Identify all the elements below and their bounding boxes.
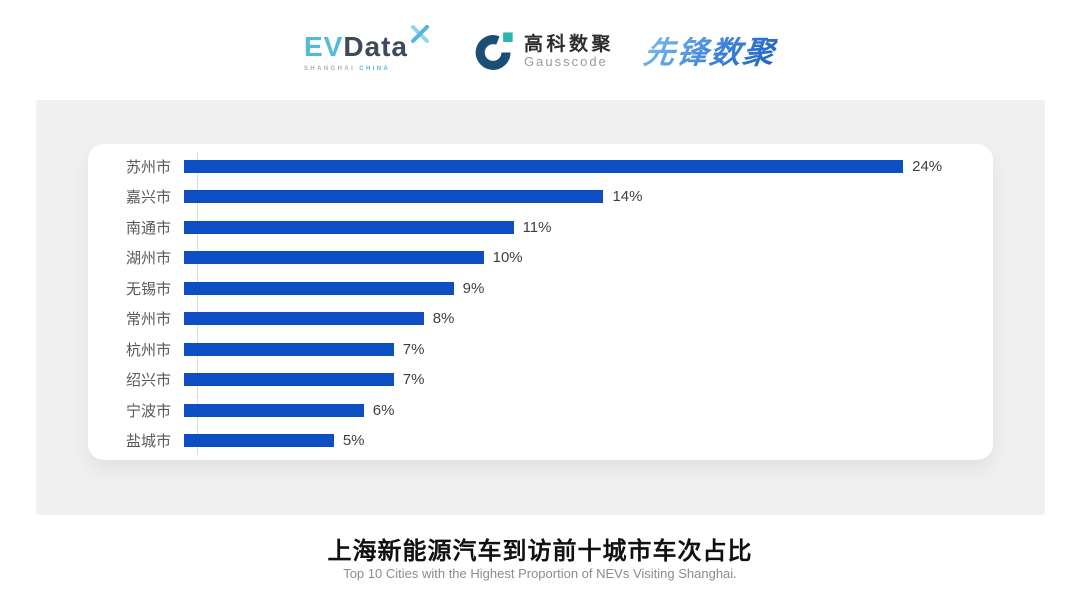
bar-track: 5%	[184, 426, 993, 457]
value-label: 9%	[462, 279, 485, 297]
evdata-subtext: SHANGHAI CHINA	[304, 66, 390, 72]
evdata-data-text: Data	[343, 30, 409, 62]
value-label: 5%	[342, 432, 365, 450]
value-label: 14%	[612, 188, 643, 206]
bar	[184, 159, 904, 173]
bar	[184, 373, 394, 387]
bar-track: 10%	[184, 243, 993, 274]
value-label: 24%	[912, 157, 943, 175]
chart-card: 苏州市 24% 嘉兴市 14% 南通市 11% 湖州市 10% 无锡市 9% 常州市 8% 杭州市 7% 绍…	[88, 144, 993, 460]
x-pinwheel-icon	[411, 24, 430, 43]
chart-row: 盐城市 5%	[88, 426, 993, 457]
category-label: 苏州市	[125, 158, 171, 176]
category-label: 湖州市	[125, 250, 171, 268]
gausscode-logo: 高科数聚 Gausscode	[474, 31, 614, 73]
chart-row: 杭州市 7%	[88, 334, 993, 365]
header: EVData SHANGHAI CHINA 高科数聚 Gausscode 先锋数…	[0, 16, 1080, 88]
bar	[184, 342, 394, 356]
bar	[184, 403, 364, 417]
chart-row: 湖州市 10%	[88, 243, 993, 274]
bar	[184, 190, 604, 204]
chart-row: 绍兴市 7%	[88, 365, 993, 396]
category-label: 绍兴市	[125, 372, 171, 390]
category-label: 南通市	[125, 219, 171, 237]
value-label: 7%	[402, 371, 425, 389]
category-label: 嘉兴市	[125, 189, 171, 207]
chart-row: 无锡市 9%	[88, 273, 993, 304]
g-ring-icon	[475, 32, 513, 70]
chart-row: 苏州市 24%	[88, 151, 993, 182]
bar	[184, 434, 334, 448]
category-label: 常州市	[125, 311, 171, 329]
bar-track: 24%	[184, 151, 993, 182]
chart-row: 宁波市 6%	[88, 395, 993, 426]
value-label: 6%	[372, 401, 395, 419]
category-label: 盐城市	[125, 433, 171, 451]
evdata-wordmark: EVData	[303, 24, 430, 62]
chart-row: 南通市 11%	[88, 212, 993, 243]
evdata-china-text: CHINA	[359, 65, 391, 72]
gausscode-cn-text: 高科数聚	[524, 33, 615, 55]
y-axis-line	[197, 152, 198, 455]
value-label: 10%	[492, 249, 523, 267]
bar-track: 6%	[184, 395, 993, 426]
evdata-ev-text: EV	[303, 30, 344, 62]
value-label: 11%	[522, 218, 552, 236]
chart-row: 嘉兴市 14%	[88, 182, 993, 213]
bar-track: 9%	[184, 273, 993, 304]
chart-rows: 苏州市 24% 嘉兴市 14% 南通市 11% 湖州市 10% 无锡市 9% 常州市 8% 杭州市 7% 绍…	[88, 151, 993, 456]
category-label: 无锡市	[125, 280, 171, 298]
bar-track: 7%	[184, 365, 993, 396]
value-label: 7%	[402, 340, 425, 358]
gausscode-text: 高科数聚 Gausscode	[524, 34, 614, 71]
evdata-shanghai-text: SHANGHAI	[303, 65, 356, 72]
evdata-logo: EVData SHANGHAI CHINA	[303, 24, 430, 72]
chart-title: 上海新能源汽车到访前十城市车次占比	[327, 538, 753, 565]
chart-row: 常州市 8%	[88, 304, 993, 335]
bar-track: 14%	[184, 182, 993, 213]
bar-track: 7%	[184, 334, 993, 365]
category-label: 杭州市	[125, 341, 171, 359]
bar-track: 11%	[184, 212, 993, 243]
bar-track: 8%	[184, 304, 993, 335]
bar	[184, 312, 424, 326]
gausscode-en-text: Gausscode	[524, 54, 608, 70]
xianfeng-logo: 先锋数聚	[641, 34, 779, 70]
bar	[184, 220, 514, 234]
bar	[184, 281, 454, 295]
chart-subtitle: Top 10 Cities with the Highest Proportio…	[343, 566, 737, 581]
category-label: 宁波市	[125, 402, 171, 420]
value-label: 8%	[432, 310, 455, 328]
bar	[184, 251, 484, 265]
